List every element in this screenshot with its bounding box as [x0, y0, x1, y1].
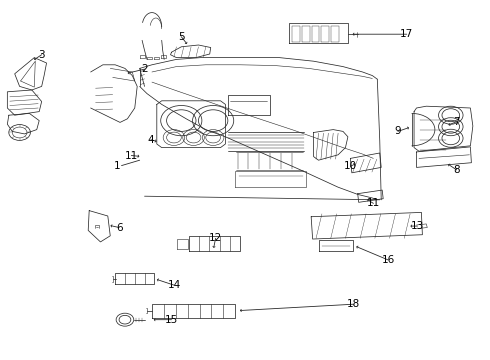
Text: 1: 1 — [114, 161, 121, 171]
Text: 4: 4 — [147, 135, 154, 145]
Text: 14: 14 — [167, 280, 181, 290]
Text: 6: 6 — [116, 222, 122, 233]
Text: 2: 2 — [141, 64, 148, 74]
Text: 12: 12 — [209, 233, 222, 243]
Text: 15: 15 — [165, 315, 178, 325]
Text: 16: 16 — [381, 255, 395, 265]
Text: 8: 8 — [453, 165, 460, 175]
Text: 11: 11 — [367, 198, 380, 208]
Text: 9: 9 — [394, 126, 401, 136]
Text: 11: 11 — [124, 150, 138, 161]
Text: 5: 5 — [178, 32, 185, 42]
Text: 3: 3 — [38, 50, 45, 60]
Text: 17: 17 — [400, 29, 414, 39]
Text: 18: 18 — [347, 299, 361, 309]
Text: 7: 7 — [453, 117, 460, 127]
Text: 13: 13 — [411, 221, 424, 231]
Text: 10: 10 — [344, 161, 357, 171]
